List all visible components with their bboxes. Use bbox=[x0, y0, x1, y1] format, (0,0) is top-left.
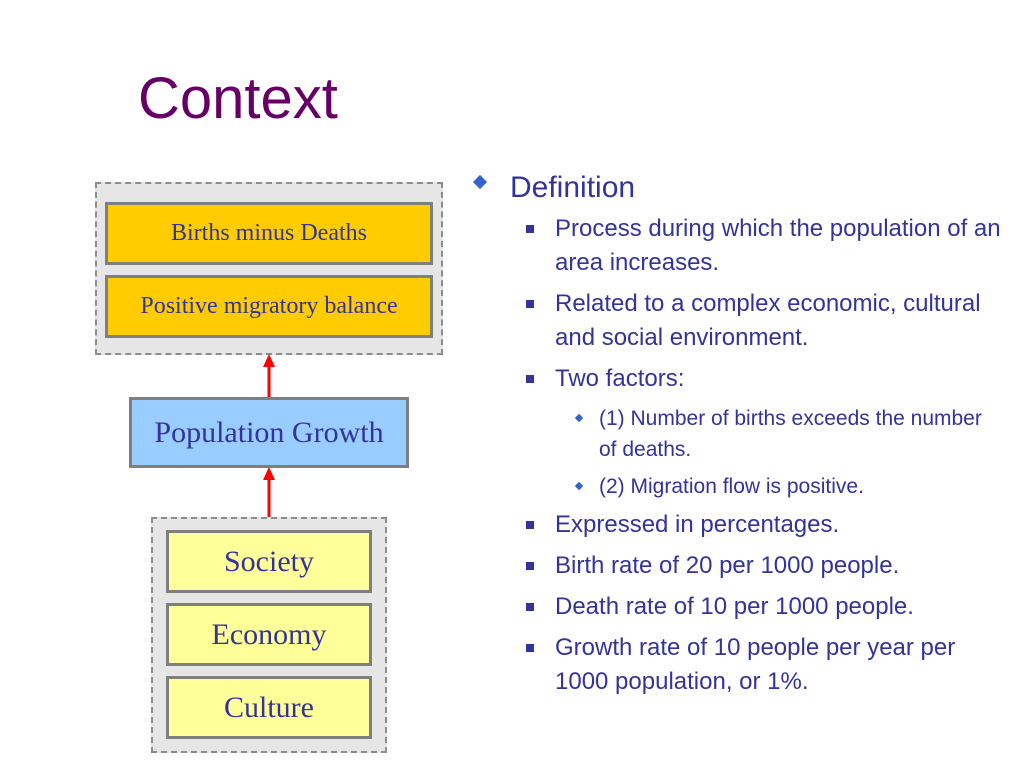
culture-box: Culture bbox=[166, 676, 372, 739]
births-minus-deaths-label: Births minus Deaths bbox=[171, 220, 367, 246]
square-bullet-icon bbox=[526, 521, 534, 529]
population-growth-box: Population Growth bbox=[129, 397, 409, 468]
diamond-bullet-icon bbox=[574, 413, 584, 423]
square-bullet-icon bbox=[526, 225, 534, 233]
bullet-text: (1) Number of births exceeds the number … bbox=[599, 407, 982, 461]
slide-title: Context bbox=[138, 66, 338, 131]
sub-bullet-item: (2) Migration flow is positive. bbox=[472, 471, 1002, 502]
population-growth-label: Population Growth bbox=[154, 415, 384, 449]
positive-migratory-balance-box: Positive migratory balance bbox=[105, 275, 433, 338]
bullet-text: (2) Migration flow is positive. bbox=[599, 475, 864, 498]
bullet-text: Expressed in percentages. bbox=[555, 511, 840, 538]
bullet-text: Two factors: bbox=[555, 365, 685, 392]
bullet-item: Growth rate of 10 people per year per 10… bbox=[472, 631, 1002, 699]
bullet-item: Process during which the population of a… bbox=[472, 212, 1002, 280]
positive-migratory-balance-label: Positive migratory balance bbox=[140, 293, 398, 319]
economy-label: Economy bbox=[211, 617, 327, 651]
society-box: Society bbox=[166, 530, 372, 593]
bullet-text: Growth rate of 10 people per year per 10… bbox=[555, 634, 956, 695]
square-bullet-icon bbox=[526, 562, 534, 570]
definition-bullets: Definition Process during which the popu… bbox=[472, 168, 1002, 706]
bullet-item: Death rate of 10 per 1000 people. bbox=[472, 590, 1002, 624]
bullet-text: Related to a complex economic, cultural … bbox=[555, 290, 981, 351]
births-minus-deaths-box: Births minus Deaths bbox=[105, 202, 433, 265]
society-label: Society bbox=[224, 544, 314, 578]
bullet-item: Related to a complex economic, cultural … bbox=[472, 287, 1002, 355]
bullet-definition: Definition bbox=[472, 168, 1002, 208]
arrow-up-to-causes bbox=[263, 354, 275, 398]
arrow-head bbox=[263, 467, 275, 480]
bullet-text: Definition bbox=[510, 171, 636, 204]
bullet-text: Process during which the population of a… bbox=[555, 215, 1001, 276]
bullet-item: Expressed in percentages. bbox=[472, 508, 1002, 542]
bullet-item: Two factors: bbox=[472, 362, 1002, 396]
arrow-up-to-population-growth bbox=[263, 467, 275, 519]
bullet-item: Birth rate of 20 per 1000 people. bbox=[472, 549, 1002, 583]
square-bullet-icon bbox=[526, 375, 534, 383]
culture-label: Culture bbox=[224, 690, 314, 724]
square-bullet-icon bbox=[526, 300, 534, 308]
diamond-bullet-icon bbox=[472, 174, 488, 190]
square-bullet-icon bbox=[526, 603, 534, 611]
sub-bullet-item: (1) Number of births exceeds the number … bbox=[472, 403, 1002, 465]
bullet-text: Death rate of 10 per 1000 people. bbox=[555, 593, 914, 620]
arrow-head bbox=[263, 354, 275, 367]
square-bullet-icon bbox=[526, 644, 534, 652]
diamond-bullet-icon bbox=[574, 481, 584, 491]
bullet-text: Birth rate of 20 per 1000 people. bbox=[555, 552, 900, 579]
economy-box: Economy bbox=[166, 603, 372, 666]
